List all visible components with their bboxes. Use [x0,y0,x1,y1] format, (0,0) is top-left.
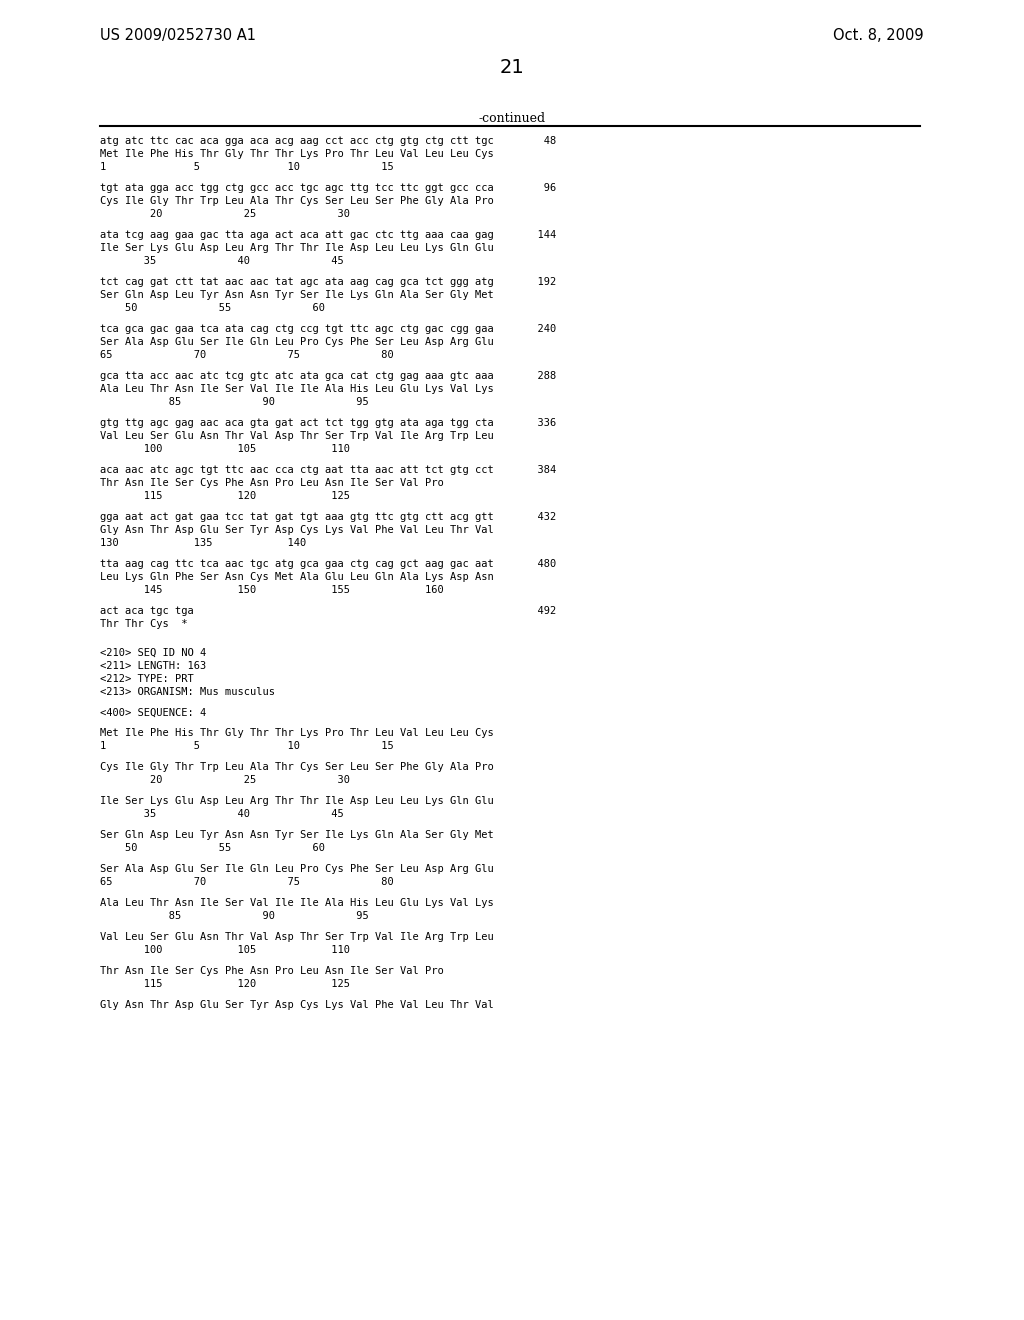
Text: Met Ile Phe His Thr Gly Thr Thr Lys Pro Thr Leu Val Leu Leu Cys: Met Ile Phe His Thr Gly Thr Thr Lys Pro … [100,149,494,158]
Text: 35             40             45: 35 40 45 [100,809,344,820]
Text: Ser Ala Asp Glu Ser Ile Gln Leu Pro Cys Phe Ser Leu Asp Arg Glu: Ser Ala Asp Glu Ser Ile Gln Leu Pro Cys … [100,865,494,874]
Text: Gly Asn Thr Asp Glu Ser Tyr Asp Cys Lys Val Phe Val Leu Thr Val: Gly Asn Thr Asp Glu Ser Tyr Asp Cys Lys … [100,525,494,535]
Text: Gly Asn Thr Asp Glu Ser Tyr Asp Cys Lys Val Phe Val Leu Thr Val: Gly Asn Thr Asp Glu Ser Tyr Asp Cys Lys … [100,1001,494,1010]
Text: <212> TYPE: PRT: <212> TYPE: PRT [100,673,194,684]
Text: 20             25             30: 20 25 30 [100,775,350,785]
Text: Cys Ile Gly Thr Trp Leu Ala Thr Cys Ser Leu Ser Phe Gly Ala Pro: Cys Ile Gly Thr Trp Leu Ala Thr Cys Ser … [100,763,494,772]
Text: 85             90             95: 85 90 95 [100,911,369,921]
Text: tta aag cag ttc tca aac tgc atg gca gaa ctg cag gct aag gac aat       480: tta aag cag ttc tca aac tgc atg gca gaa … [100,558,556,569]
Text: Ile Ser Lys Glu Asp Leu Arg Thr Thr Ile Asp Leu Leu Lys Gln Glu: Ile Ser Lys Glu Asp Leu Arg Thr Thr Ile … [100,243,494,253]
Text: 35             40             45: 35 40 45 [100,256,344,267]
Text: Ser Gln Asp Leu Tyr Asn Asn Tyr Ser Ile Lys Gln Ala Ser Gly Met: Ser Gln Asp Leu Tyr Asn Asn Tyr Ser Ile … [100,830,494,841]
Text: 65             70             75             80: 65 70 75 80 [100,878,394,887]
Text: Val Leu Ser Glu Asn Thr Val Asp Thr Ser Trp Val Ile Arg Trp Leu: Val Leu Ser Glu Asn Thr Val Asp Thr Ser … [100,432,494,441]
Text: Ser Gln Asp Leu Tyr Asn Asn Tyr Ser Ile Lys Gln Ala Ser Gly Met: Ser Gln Asp Leu Tyr Asn Asn Tyr Ser Ile … [100,290,494,300]
Text: 100            105            110: 100 105 110 [100,945,350,956]
Text: 85             90             95: 85 90 95 [100,397,369,407]
Text: gga aat act gat gaa tcc tat gat tgt aaa gtg ttc gtg ctt acg gtt       432: gga aat act gat gaa tcc tat gat tgt aaa … [100,512,556,521]
Text: 1              5              10             15: 1 5 10 15 [100,162,394,172]
Text: Leu Lys Gln Phe Ser Asn Cys Met Ala Glu Leu Gln Ala Lys Asp Asn: Leu Lys Gln Phe Ser Asn Cys Met Ala Glu … [100,572,494,582]
Text: Cys Ile Gly Thr Trp Leu Ala Thr Cys Ser Leu Ser Phe Gly Ala Pro: Cys Ile Gly Thr Trp Leu Ala Thr Cys Ser … [100,195,494,206]
Text: US 2009/0252730 A1: US 2009/0252730 A1 [100,28,256,44]
Text: tca gca gac gaa tca ata cag ctg ccg tgt ttc agc ctg gac cgg gaa       240: tca gca gac gaa tca ata cag ctg ccg tgt … [100,323,556,334]
Text: Val Leu Ser Glu Asn Thr Val Asp Thr Ser Trp Val Ile Arg Trp Leu: Val Leu Ser Glu Asn Thr Val Asp Thr Ser … [100,932,494,942]
Text: act aca tgc tga                                                       492: act aca tgc tga 492 [100,606,556,616]
Text: 50             55             60: 50 55 60 [100,843,325,854]
Text: 21: 21 [500,58,524,77]
Text: tgt ata gga acc tgg ctg gcc acc tgc agc ttg tcc ttc ggt gcc cca        96: tgt ata gga acc tgg ctg gcc acc tgc agc … [100,183,556,193]
Text: 20             25             30: 20 25 30 [100,209,350,219]
Text: Thr Asn Ile Ser Cys Phe Asn Pro Leu Asn Ile Ser Val Pro: Thr Asn Ile Ser Cys Phe Asn Pro Leu Asn … [100,966,443,977]
Text: <400> SEQUENCE: 4: <400> SEQUENCE: 4 [100,708,206,718]
Text: Ile Ser Lys Glu Asp Leu Arg Thr Thr Ile Asp Leu Leu Lys Gln Glu: Ile Ser Lys Glu Asp Leu Arg Thr Thr Ile … [100,796,494,807]
Text: 115            120            125: 115 120 125 [100,491,350,502]
Text: 145            150            155            160: 145 150 155 160 [100,585,443,595]
Text: aca aac atc agc tgt ttc aac cca ctg aat tta aac att tct gtg cct       384: aca aac atc agc tgt ttc aac cca ctg aat … [100,465,556,475]
Text: <213> ORGANISM: Mus musculus: <213> ORGANISM: Mus musculus [100,686,275,697]
Text: <210> SEQ ID NO 4: <210> SEQ ID NO 4 [100,648,206,657]
Text: atg atc ttc cac aca gga aca acg aag cct acc ctg gtg ctg ctt tgc        48: atg atc ttc cac aca gga aca acg aag cct … [100,136,556,147]
Text: <211> LENGTH: 163: <211> LENGTH: 163 [100,661,206,671]
Text: 50             55             60: 50 55 60 [100,304,325,313]
Text: Thr Thr Cys  *: Thr Thr Cys * [100,619,187,630]
Text: 130            135            140: 130 135 140 [100,539,306,548]
Text: 65             70             75             80: 65 70 75 80 [100,350,394,360]
Text: 115            120            125: 115 120 125 [100,979,350,990]
Text: Ala Leu Thr Asn Ile Ser Val Ile Ile Ala His Leu Glu Lys Val Lys: Ala Leu Thr Asn Ile Ser Val Ile Ile Ala … [100,384,494,393]
Text: ata tcg aag gaa gac tta aga act aca att gac ctc ttg aaa caa gag       144: ata tcg aag gaa gac tta aga act aca att … [100,230,556,240]
Text: gtg ttg agc gag aac aca gta gat act tct tgg gtg ata aga tgg cta       336: gtg ttg agc gag aac aca gta gat act tct … [100,418,556,428]
Text: Ser Ala Asp Glu Ser Ile Gln Leu Pro Cys Phe Ser Leu Asp Arg Glu: Ser Ala Asp Glu Ser Ile Gln Leu Pro Cys … [100,337,494,347]
Text: 100            105            110: 100 105 110 [100,444,350,454]
Text: 1              5              10             15: 1 5 10 15 [100,742,394,751]
Text: gca tta acc aac atc tcg gtc atc ata gca cat ctg gag aaa gtc aaa       288: gca tta acc aac atc tcg gtc atc ata gca … [100,371,556,381]
Text: Oct. 8, 2009: Oct. 8, 2009 [834,28,924,44]
Text: Thr Asn Ile Ser Cys Phe Asn Pro Leu Asn Ile Ser Val Pro: Thr Asn Ile Ser Cys Phe Asn Pro Leu Asn … [100,478,443,488]
Text: Met Ile Phe His Thr Gly Thr Thr Lys Pro Thr Leu Val Leu Leu Cys: Met Ile Phe His Thr Gly Thr Thr Lys Pro … [100,729,494,738]
Text: Ala Leu Thr Asn Ile Ser Val Ile Ile Ala His Leu Glu Lys Val Lys: Ala Leu Thr Asn Ile Ser Val Ile Ile Ala … [100,899,494,908]
Text: -continued: -continued [478,112,546,125]
Text: tct cag gat ctt tat aac aac tat agc ata aag cag gca tct ggg atg       192: tct cag gat ctt tat aac aac tat agc ata … [100,277,556,286]
